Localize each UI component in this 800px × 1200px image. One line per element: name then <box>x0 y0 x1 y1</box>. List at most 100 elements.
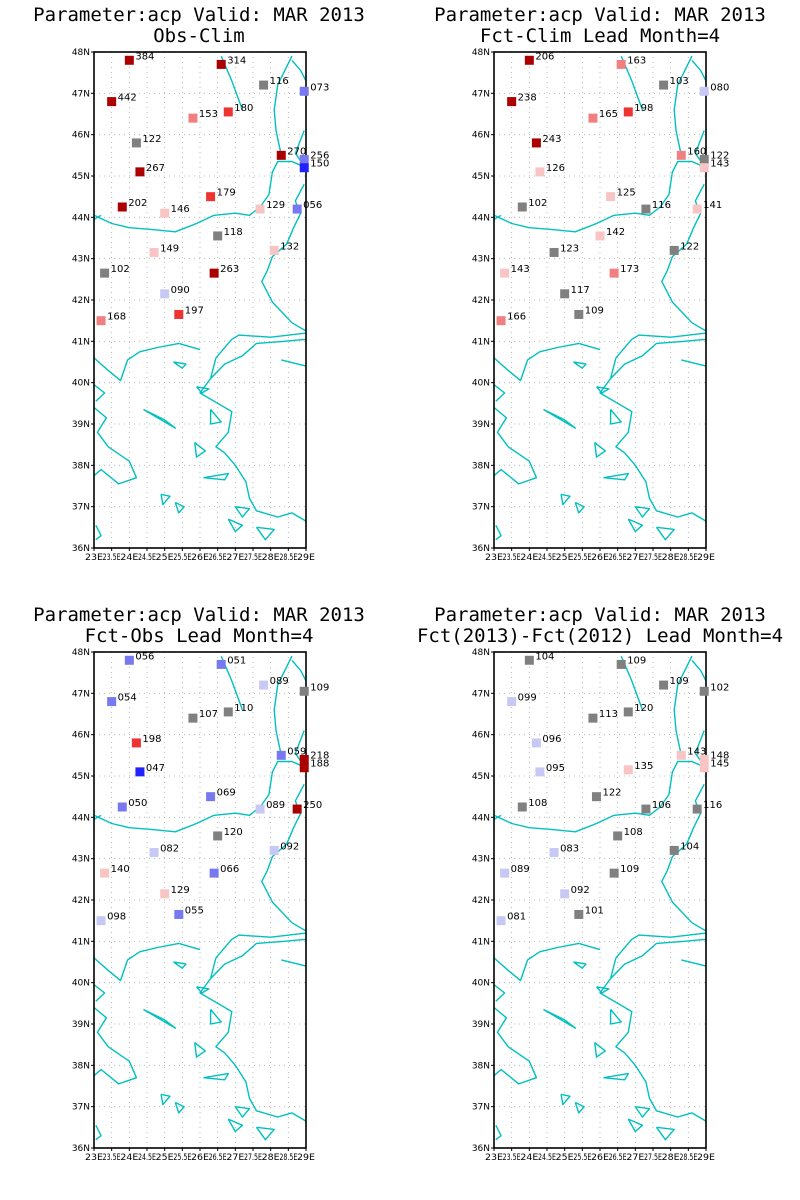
lat-tick-label: 44N <box>72 213 90 223</box>
station-value-label: 146 <box>171 204 190 215</box>
station-value-label: 125 <box>617 188 636 199</box>
station-marker <box>160 889 170 899</box>
coastline-segment <box>560 1093 571 1106</box>
lat-tick-label: 40N <box>72 379 90 389</box>
panel-fct-obs: Parameter:acp Valid: MAR 2013 Fct-Obs Le… <box>33 604 365 1163</box>
station-marker <box>535 167 545 177</box>
coastline-segment <box>493 814 502 821</box>
station-marker <box>292 204 302 214</box>
coastline-segment <box>627 1118 644 1133</box>
station-marker <box>299 763 309 773</box>
station-value-label: 122 <box>142 134 161 145</box>
station-value-label: 102 <box>710 682 729 693</box>
station-value-label: 120 <box>634 703 653 714</box>
lon-tick-label: 26E <box>591 553 609 563</box>
lat-tick-label: 38N <box>472 1061 490 1071</box>
station-value-label: 143 <box>511 264 530 275</box>
station-marker <box>699 86 709 96</box>
coastline-segment <box>93 342 201 382</box>
station-value-label: 238 <box>518 93 537 104</box>
coastline-segment <box>255 526 275 541</box>
coastline-segment <box>574 1101 585 1114</box>
lat-tick-label: 44N <box>472 213 490 223</box>
station-value-label: 098 <box>107 912 126 923</box>
coastline-segment <box>281 359 307 367</box>
coastline-segment <box>173 961 187 969</box>
lat-tick-label: 39N <box>72 1020 90 1030</box>
station-value-label: 188 <box>310 759 329 770</box>
lat-tick-label: 47N <box>72 89 90 99</box>
lat-tick-label: 41N <box>472 337 490 347</box>
station-value-label: 168 <box>107 312 126 323</box>
station-marker <box>124 55 134 65</box>
station-value-label: 050 <box>128 798 147 809</box>
coastline-segment <box>493 942 601 982</box>
lat-tick-label: 46N <box>72 731 90 741</box>
station-marker <box>188 713 198 723</box>
lon-tick-label: 28E <box>262 1153 280 1163</box>
station-marker <box>676 150 686 160</box>
station-value-label: 150 <box>310 159 329 170</box>
station-marker <box>124 655 134 665</box>
lon-tick-label: 24E <box>520 1153 538 1163</box>
station-marker <box>574 309 584 319</box>
lon-tick-label: 26E <box>191 1153 209 1163</box>
coastline-segment <box>143 1008 177 1029</box>
coastline-segment <box>661 812 707 932</box>
station-value-label: 054 <box>118 693 137 704</box>
lat-tick-label: 39N <box>72 420 90 430</box>
station-value-label: 056 <box>135 651 154 662</box>
station-marker <box>616 659 626 669</box>
station-value-label: 110 <box>234 703 253 714</box>
map-plot-area: 48N47N46N45N44N43N42N41N40N39N38N37N36N2… <box>72 648 330 1163</box>
lon-tick-label: 27.5E <box>644 553 662 563</box>
lat-tick-label: 41N <box>472 937 490 947</box>
panel-title-line2: Fct-Clim Lead Month=4 <box>480 25 720 47</box>
station-marker <box>692 804 702 814</box>
lon-tick-label: 23.5E <box>103 1153 121 1163</box>
coastline-segment <box>273 55 293 156</box>
lon-tick-label: 25E <box>156 1153 174 1163</box>
station-value-label: 090 <box>171 285 190 296</box>
coastline-segment <box>634 1106 651 1118</box>
station-marker <box>524 55 534 65</box>
station-value-label: 122 <box>710 150 729 161</box>
station-marker <box>117 202 127 212</box>
coastline-segment <box>595 386 610 394</box>
station-value-label: 123 <box>560 243 579 254</box>
station-value-label: 108 <box>528 798 547 809</box>
station-marker <box>623 707 633 717</box>
station-value-label: 066 <box>220 864 239 875</box>
coastline-segment <box>261 812 307 932</box>
station-marker <box>699 154 709 164</box>
station-value-label: 256 <box>310 150 329 161</box>
coastline-segment <box>493 760 707 833</box>
station-value-label: 197 <box>185 305 204 316</box>
lon-tick-label: 23.5E <box>103 553 121 563</box>
coastline-segment <box>195 386 210 394</box>
coastline-segment <box>599 978 707 1122</box>
station-marker <box>276 750 286 760</box>
station-value-label: 073 <box>310 82 329 93</box>
station-value-label: 109 <box>585 305 604 316</box>
station-value-label: 107 <box>199 709 218 720</box>
station-marker <box>174 909 184 919</box>
station-value-label: 108 <box>624 827 643 838</box>
coastline-segment <box>227 518 244 533</box>
lon-tick-label: 25.5E <box>573 1153 591 1163</box>
lat-tick-label: 41N <box>72 937 90 947</box>
lat-tick-label: 39N <box>472 1020 490 1030</box>
lat-tick-label: 43N <box>72 855 90 865</box>
lon-tick-label: 24E <box>120 1153 138 1163</box>
station-value-label: 101 <box>585 905 604 916</box>
coastline-segment <box>209 932 307 980</box>
map-plot-area: 48N47N46N45N44N43N42N41N40N39N38N37N36N2… <box>472 648 730 1163</box>
station-value-label: 122 <box>602 788 621 799</box>
station-marker <box>524 655 534 665</box>
station-value-label: 143 <box>687 746 706 757</box>
lat-tick-label: 40N <box>472 979 490 989</box>
station-value-label: 109 <box>670 676 689 687</box>
station-value-label: 129 <box>266 200 285 211</box>
lat-tick-label: 37N <box>72 503 90 513</box>
